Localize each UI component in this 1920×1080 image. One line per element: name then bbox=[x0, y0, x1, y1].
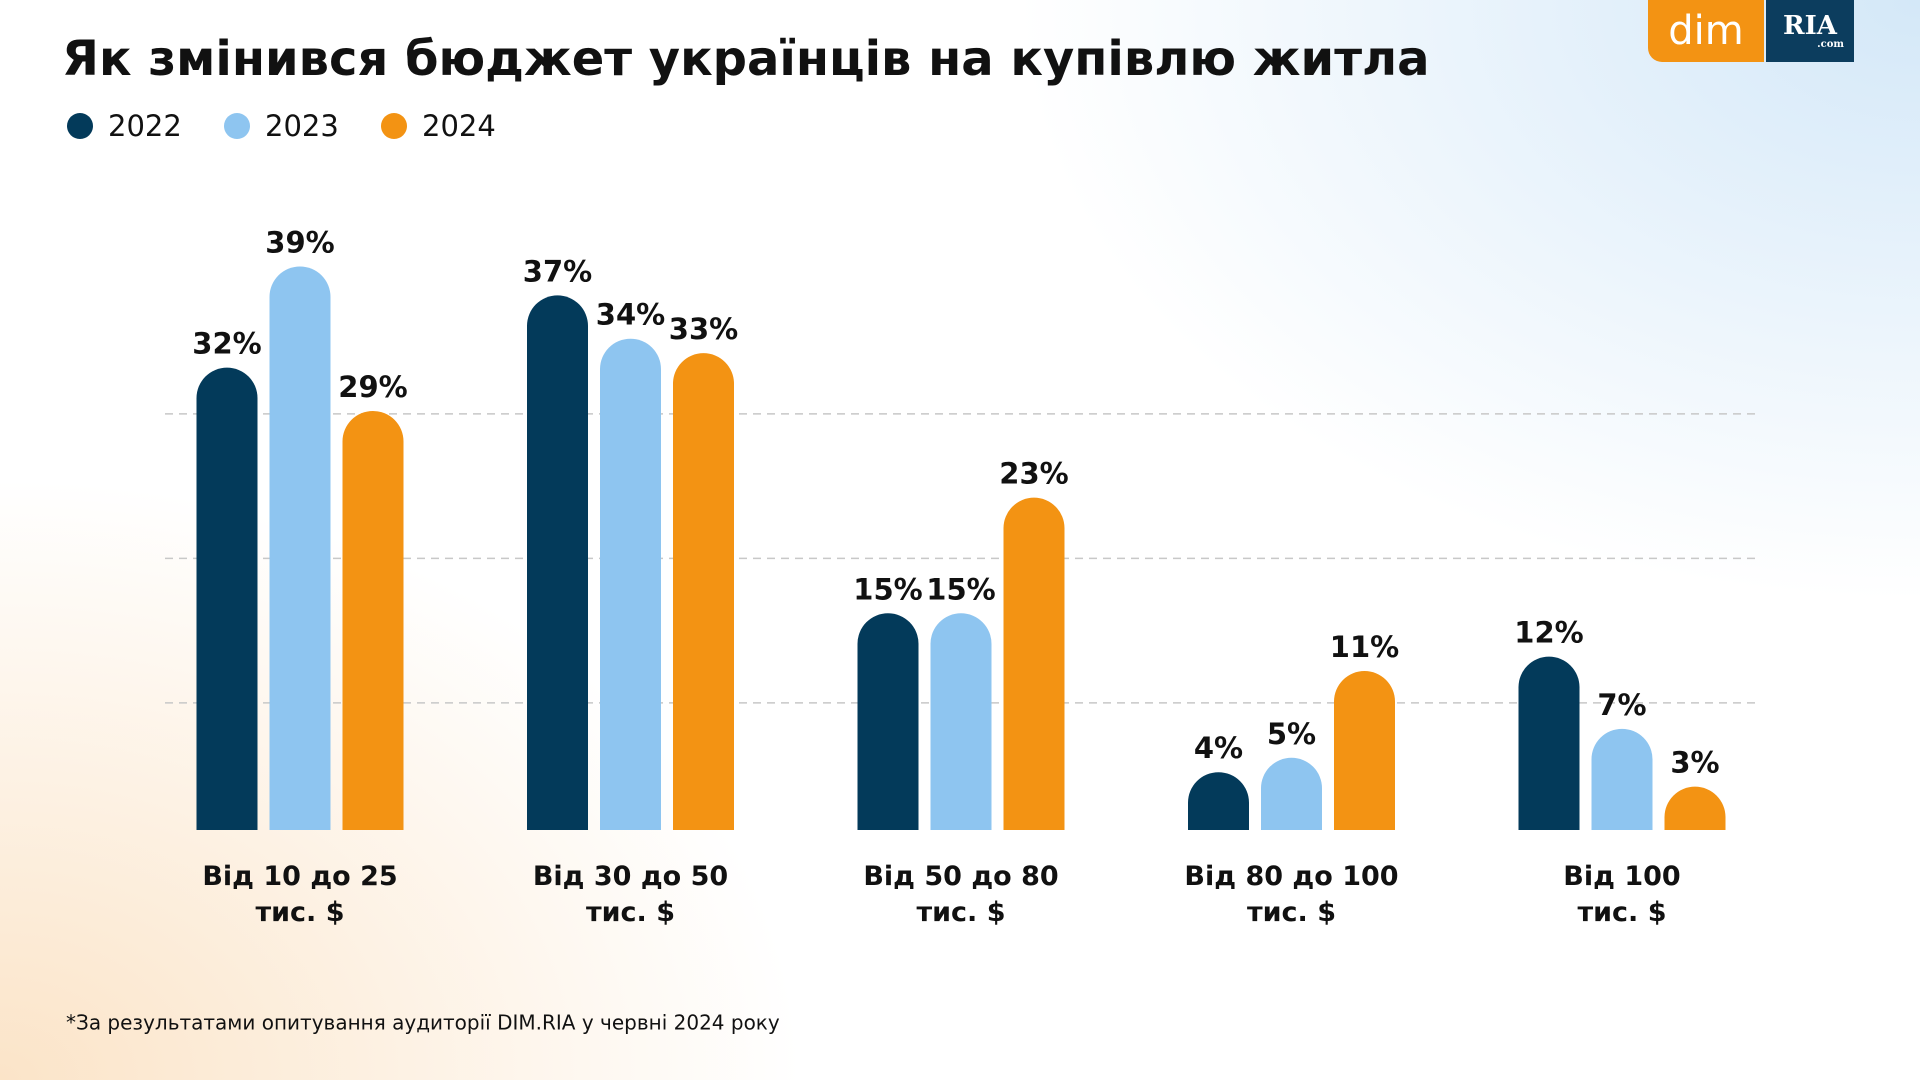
value-label: 29% bbox=[338, 370, 407, 404]
logo-ria-text: RIA bbox=[1783, 10, 1837, 41]
logo-dim: dim bbox=[1648, 0, 1764, 62]
value-label: 34% bbox=[596, 298, 665, 332]
bar bbox=[196, 367, 258, 830]
bar bbox=[673, 353, 734, 830]
value-label: 7% bbox=[1597, 688, 1646, 722]
value-label: 39% bbox=[265, 225, 334, 259]
value-label: 11% bbox=[1330, 630, 1399, 664]
value-label: 4% bbox=[1194, 731, 1243, 765]
bar bbox=[1188, 772, 1249, 830]
bar bbox=[1003, 497, 1065, 830]
bar bbox=[1664, 786, 1726, 830]
x-tick-label: Від 50 до 80 тис. $ bbox=[863, 861, 1059, 928]
value-label: 3% bbox=[1670, 746, 1719, 780]
value-label: 23% bbox=[999, 457, 1068, 491]
legend-marker bbox=[67, 113, 93, 139]
bar bbox=[930, 613, 992, 830]
bar bbox=[1591, 728, 1653, 830]
bar bbox=[857, 613, 919, 830]
value-label: 12% bbox=[1514, 616, 1583, 650]
x-tick-label: Від 100 тис. $ bbox=[1563, 861, 1681, 928]
bar bbox=[1334, 671, 1395, 830]
bar bbox=[269, 266, 331, 830]
x-tick-label: Від 80 до 100 тис. $ bbox=[1184, 861, 1399, 928]
legend-label: 2024 bbox=[422, 109, 496, 143]
x-tick-label: Від 10 до 25 тис. $ bbox=[202, 861, 398, 928]
bar bbox=[1261, 757, 1322, 830]
value-label: 32% bbox=[192, 327, 261, 361]
bar bbox=[342, 410, 404, 830]
value-label: 5% bbox=[1267, 717, 1316, 751]
bar bbox=[527, 295, 588, 831]
value-label: 37% bbox=[523, 254, 592, 288]
x-tick-label: Від 30 до 50 тис. $ bbox=[532, 861, 729, 928]
bar bbox=[1518, 656, 1580, 830]
bar bbox=[600, 338, 661, 830]
value-label: 15% bbox=[926, 572, 995, 606]
legend-marker bbox=[381, 113, 407, 139]
footnote: *За результатами опитування аудиторії DI… bbox=[66, 1011, 780, 1035]
legend-label: 2022 bbox=[108, 109, 182, 143]
legend-marker bbox=[224, 113, 250, 139]
logo-ria-com: .com bbox=[1817, 38, 1844, 50]
value-label: 33% bbox=[669, 312, 738, 346]
chart-title: Як змінився бюджет українців на купівлю … bbox=[62, 31, 1430, 87]
logo-ria: RIA .com bbox=[1766, 0, 1854, 62]
value-label: 15% bbox=[853, 572, 922, 606]
legend-label: 2023 bbox=[265, 109, 339, 143]
